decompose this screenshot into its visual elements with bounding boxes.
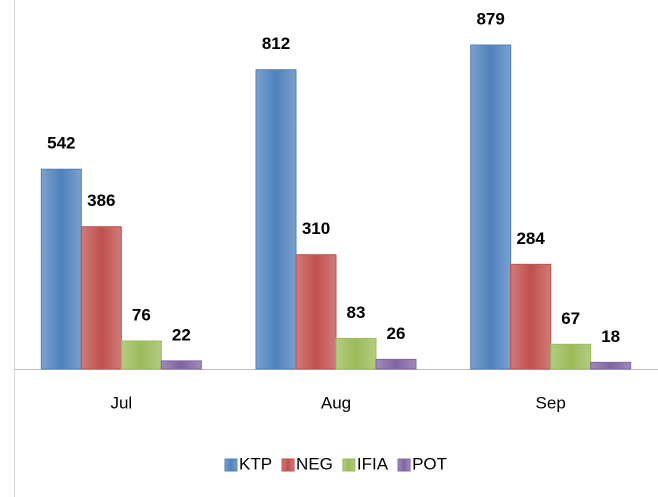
x-tick-label: Sep	[536, 393, 566, 412]
bar	[510, 263, 552, 370]
bar	[375, 358, 417, 370]
bar	[470, 44, 512, 370]
legend-label: NEG	[296, 454, 333, 473]
bar	[80, 226, 122, 370]
value-label: 67	[561, 309, 580, 328]
legend-swatch	[281, 458, 295, 472]
value-label: 310	[302, 219, 330, 238]
bar	[120, 340, 162, 370]
value-label: 542	[47, 134, 75, 153]
legend-swatch	[224, 458, 238, 472]
value-label: 83	[347, 303, 366, 322]
legend-label: KTP	[239, 454, 272, 473]
x-tick-label: Aug	[321, 393, 351, 412]
bar	[335, 337, 377, 370]
bar	[40, 168, 82, 370]
value-label: 18	[601, 327, 620, 346]
x-tick-label: Jul	[110, 393, 132, 412]
legend-label: POT	[412, 454, 447, 473]
value-label: 26	[387, 324, 406, 343]
legend-swatch	[397, 458, 411, 472]
bar	[550, 343, 592, 370]
value-label: 284	[516, 229, 545, 248]
legend-label: IFIA	[357, 454, 389, 473]
bar	[255, 69, 297, 370]
bar	[160, 360, 202, 370]
value-label: 22	[172, 325, 191, 344]
bar	[295, 254, 337, 370]
value-label: 812	[262, 34, 290, 53]
bar	[590, 361, 632, 370]
legend-swatch	[342, 458, 356, 472]
value-label: 386	[87, 191, 115, 210]
value-label: 76	[132, 305, 151, 324]
value-label: 879	[476, 9, 504, 28]
